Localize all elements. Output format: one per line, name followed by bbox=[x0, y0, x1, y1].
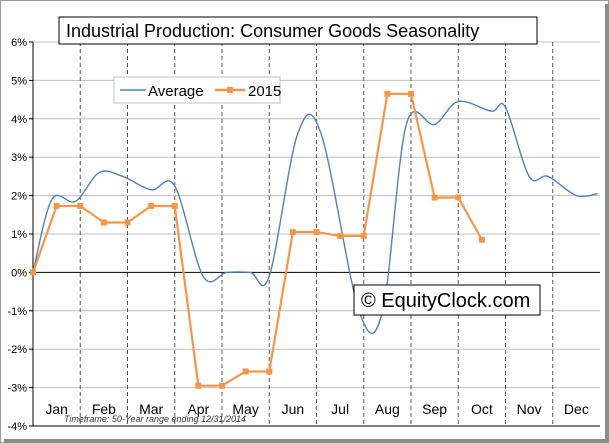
month-label: Jun bbox=[282, 401, 305, 417]
series-2015-point bbox=[53, 202, 60, 209]
legend: Average 2015 bbox=[113, 76, 281, 104]
series-2015-point bbox=[266, 368, 273, 375]
watermark-box bbox=[353, 284, 541, 316]
y-tick-label: -2% bbox=[7, 344, 27, 356]
month-label: Apr bbox=[187, 401, 209, 417]
series-2015-point bbox=[289, 229, 296, 236]
month-label: Feb bbox=[92, 401, 116, 417]
series-2015-point bbox=[195, 382, 202, 389]
series-2015-point bbox=[455, 194, 462, 201]
footnote: Timeframe: 50-Year range ending 12/31/20… bbox=[64, 414, 246, 424]
month-label: Sep bbox=[422, 401, 447, 417]
series-2015-line bbox=[31, 92, 483, 387]
frame-shadow-right bbox=[605, 4, 609, 443]
y-tick-label: -1% bbox=[7, 306, 27, 318]
series-2015-point bbox=[408, 90, 414, 97]
series-2015-point bbox=[242, 368, 249, 375]
watermark: © EquityClock.com bbox=[361, 290, 530, 312]
legend-2015-marker bbox=[227, 87, 233, 93]
month-label: Dec bbox=[564, 401, 589, 417]
series-2015-point bbox=[77, 202, 84, 209]
month-label: May bbox=[232, 401, 258, 417]
series-2015-point bbox=[124, 219, 131, 226]
series-2015-point bbox=[219, 382, 225, 389]
axes bbox=[29, 41, 600, 427]
series-2015-point bbox=[337, 232, 344, 239]
legend-average-label: Average bbox=[148, 83, 204, 100]
month-label: Jul bbox=[331, 401, 349, 417]
series-2015-point bbox=[431, 194, 438, 201]
series-2015-point bbox=[148, 202, 155, 209]
y-tick-label: 5% bbox=[11, 75, 27, 87]
month-label: Aug bbox=[375, 401, 400, 417]
series-2015-point bbox=[313, 229, 320, 236]
tick-labels: -4% -3% -2% -1% 0% 1% 2% 3% 4% 5% 6% Jan Feb Mar Apr Ma… bbox=[7, 37, 588, 433]
frame-shadow-bottom bbox=[4, 439, 609, 443]
legend-2015-label: 2015 bbox=[248, 83, 281, 100]
month-label: Oct bbox=[471, 401, 493, 417]
series-2015-point bbox=[478, 236, 485, 243]
y-tick-label: 1% bbox=[11, 229, 27, 241]
series-2015-point bbox=[100, 219, 107, 226]
title-box bbox=[58, 16, 538, 45]
series-average-line bbox=[32, 100, 598, 334]
month-label: Nov bbox=[517, 401, 542, 417]
month-label: Mar bbox=[139, 401, 163, 417]
chart-title: Industrial Production: Consumer Goods Se… bbox=[66, 21, 479, 41]
y-tick-label: 3% bbox=[11, 152, 27, 164]
series-2015-point bbox=[384, 90, 391, 97]
y-tick-label: 2% bbox=[11, 191, 27, 203]
series-2015-point bbox=[171, 202, 178, 209]
y-tick-label: -4% bbox=[7, 421, 27, 433]
month-label: Jan bbox=[45, 401, 68, 417]
series-2015-point bbox=[360, 232, 367, 239]
y-tick-label: -3% bbox=[7, 383, 27, 395]
y-tick-label: 0% bbox=[11, 267, 27, 279]
y-tick-label: 6% bbox=[11, 37, 27, 49]
y-tick-label: 4% bbox=[11, 114, 27, 126]
series bbox=[30, 90, 598, 389]
series-2015-point bbox=[30, 269, 36, 276]
